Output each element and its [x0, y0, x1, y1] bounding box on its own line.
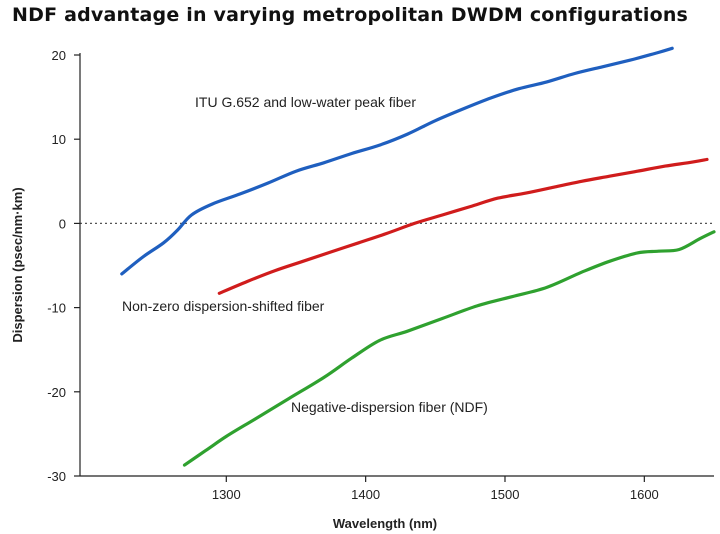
series-line-itu-g652: [120, 46, 674, 276]
y-axis-label: Dispersion (psec/nm·km): [10, 187, 25, 342]
series-line-nzdsf: [217, 157, 709, 295]
x-tick-label: 1600: [630, 487, 659, 502]
y-tick-label: -30: [47, 469, 66, 484]
series-label-itu-g652: ITU G.652 and low-water peak fiber: [195, 94, 416, 110]
series-label-ndf: Negative-dispersion fiber (NDF): [291, 399, 488, 415]
x-tick-label: 1300: [212, 487, 241, 502]
x-tick-label: 1400: [351, 487, 380, 502]
y-tick-label: 10: [52, 132, 66, 147]
series-line-ndf: [182, 230, 716, 467]
x-axis-label: Wavelength (nm): [333, 516, 437, 531]
x-tick-label: 1500: [491, 487, 520, 502]
chart-title: NDF advantage in varying metropolitan DW…: [12, 4, 689, 26]
y-tick-label: -20: [47, 385, 66, 400]
y-tick-label: 20: [52, 48, 66, 63]
y-tick-label: -10: [47, 301, 66, 316]
y-tick-label: 0: [59, 216, 66, 231]
series-label-nzdsf: Non-zero dispersion-shifted fiber: [122, 298, 325, 314]
